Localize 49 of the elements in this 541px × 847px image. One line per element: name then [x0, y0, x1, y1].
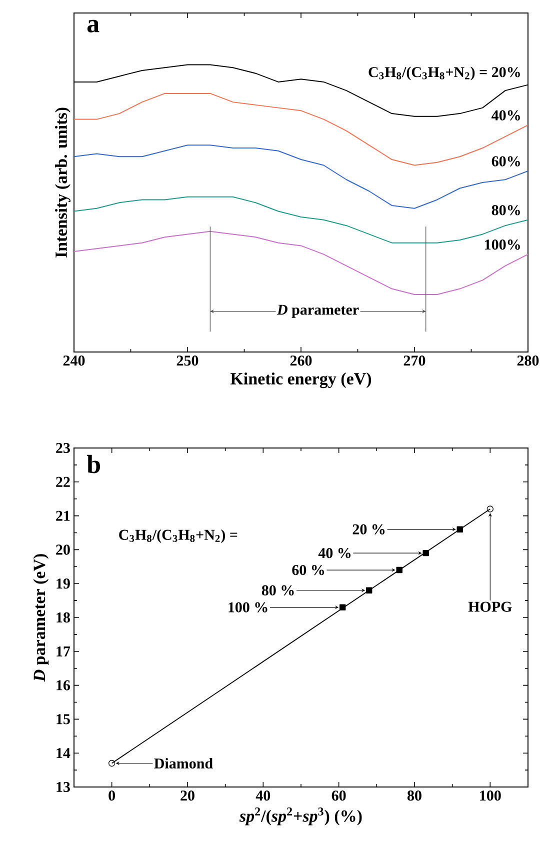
x-tick-label: 40: [256, 790, 270, 801]
annotation: 20 %: [352, 524, 385, 534]
y-axis-title: Intensity (arb. units): [55, 108, 70, 258]
point: [366, 587, 372, 594]
x-tick-label: 250: [176, 356, 198, 366]
y-tick-label: 17: [56, 646, 70, 656]
series-label: 60%: [492, 156, 520, 166]
point: [422, 550, 429, 556]
point: [486, 506, 494, 512]
annotation: 100 %: [228, 602, 268, 612]
point: [108, 760, 116, 767]
y-tick-label: 15: [56, 714, 70, 724]
x-tick-label: 260: [290, 356, 312, 366]
series-label: 80%: [492, 205, 520, 216]
annotation: Diamond: [154, 758, 213, 769]
annotation: 40 %: [318, 548, 350, 558]
text: C$_{3}$H$_{8}$/(C$_{3}$H$_{8}$+N$_{2}$) =: [119, 529, 238, 543]
annotation: HOPG: [468, 602, 512, 612]
y-tick-label: 21: [56, 510, 70, 521]
point: [396, 566, 402, 574]
annotation: D parameter: [276, 304, 359, 318]
y-axis-title: D parameter (eV): [33, 554, 49, 682]
text: C$_{3}$H$_{8}$/(C$_{3}$H$_{8}$+N$_{2}$) = 20%: [368, 66, 520, 80]
x-tick-label: 280: [517, 356, 539, 366]
y-tick-label: 19: [56, 578, 70, 589]
y-tick-label: 16: [56, 680, 70, 690]
series-label: 40%: [492, 110, 520, 120]
point: [456, 526, 463, 532]
y-tick-label: 13: [56, 782, 70, 792]
annotation: 80 %: [262, 585, 294, 596]
annotation: 60 %: [292, 564, 324, 576]
x-tick-label: 100: [480, 790, 501, 801]
text: sp$^{2}$/(sp$^{2}$+sp$^{3}$) (%): [239, 808, 362, 826]
chart-title: b: [86, 454, 100, 474]
y-tick-label: 18: [56, 612, 70, 623]
y-tick-label: 20: [56, 544, 70, 555]
x-tick-label: 270: [404, 356, 426, 366]
x-tick-label: 60: [332, 790, 346, 801]
x-tick-label: 80: [407, 790, 422, 801]
chart-title: a: [87, 20, 100, 32]
x-axis-title: Kinetic energy (eV): [230, 372, 372, 388]
x-tick-label: 240: [63, 356, 85, 366]
point: [340, 604, 346, 610]
series-label: 100%: [485, 240, 520, 250]
y-tick-label: 14: [56, 748, 70, 758]
y-tick-label: 23: [56, 442, 70, 454]
x-tick-label: 0: [108, 790, 116, 801]
x-tick-label: 20: [180, 790, 194, 801]
y-tick-label: 22: [56, 476, 70, 487]
